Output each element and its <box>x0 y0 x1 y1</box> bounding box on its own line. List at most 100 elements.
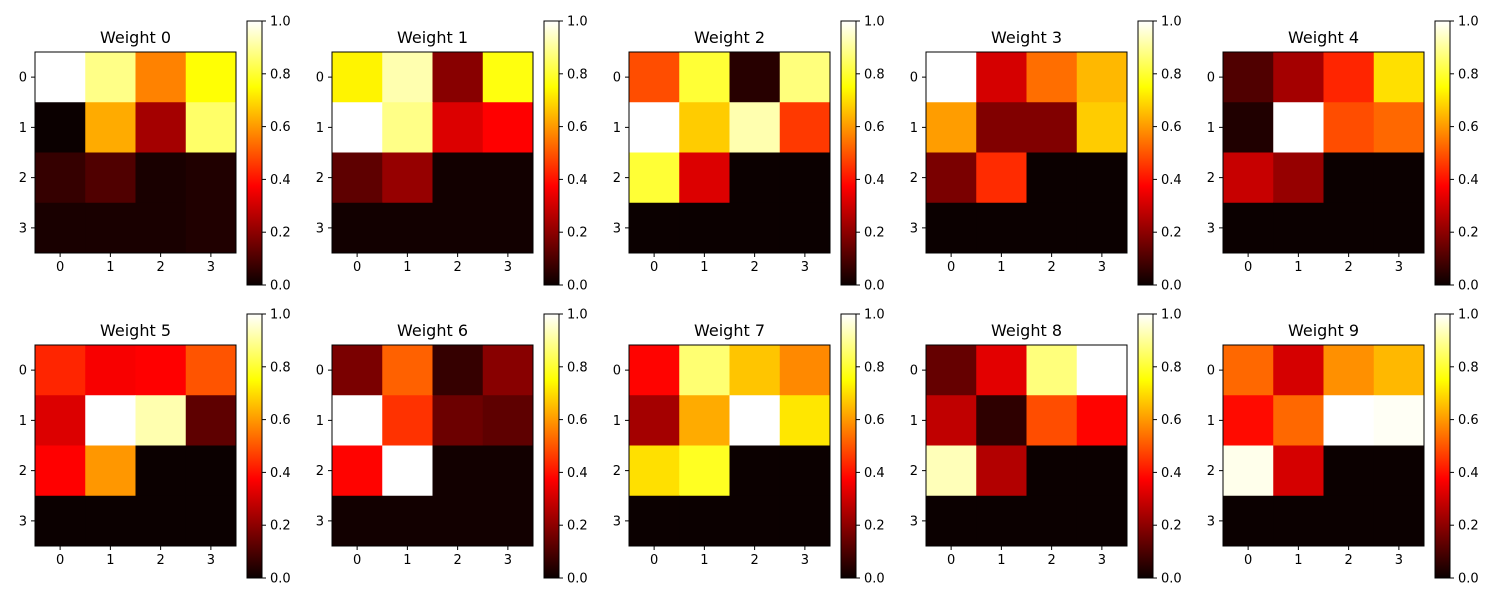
heatmap-panel-7: Weight 7 0 1 2 3 0 1 2 3 0.0 0.2 0.4 0.6 0.8 1.0 <box>613 308 885 587</box>
heatmap-cell <box>432 152 484 204</box>
colorbar-tick-label: 0.2 <box>567 226 588 241</box>
heatmap-cell <box>779 152 831 204</box>
heatmap-frame <box>925 344 1128 547</box>
colorbar <box>840 20 857 286</box>
heatmap-cell <box>1026 395 1078 446</box>
colorbar-tick-label: 0.8 <box>1161 360 1182 375</box>
y-tick-label: 2 <box>1207 171 1215 186</box>
y-tick-label: 2 <box>316 171 324 186</box>
colorbar <box>1434 313 1451 579</box>
heatmap-cell <box>679 395 730 446</box>
colorbar-tick-label: 0.8 <box>270 67 291 82</box>
heatmap-cell <box>1026 345 1078 396</box>
colorbar-tick-label: 0.4 <box>567 466 588 481</box>
heatmap-cell <box>1373 395 1425 446</box>
y-tick-label: 0 <box>316 364 324 379</box>
heatmap-cell <box>382 202 433 254</box>
y-tick-label: 0 <box>613 71 621 86</box>
x-tick-label: 1 <box>403 260 411 275</box>
heatmap-cell <box>779 345 831 396</box>
heatmap-cell <box>332 445 383 497</box>
heatmap-cell <box>976 495 1027 547</box>
y-tick-label: 1 <box>316 414 324 429</box>
heatmap-cell <box>729 102 781 153</box>
colorbar-tick-label: 0.8 <box>1458 360 1479 375</box>
y-tick-label: 2 <box>19 171 27 186</box>
heatmap-cell <box>779 102 831 153</box>
heatmap-cell <box>1273 202 1324 254</box>
heatmap-cell <box>35 395 86 446</box>
colorbar-tick-label: 0.2 <box>270 226 291 241</box>
heatmap-cell <box>1323 152 1375 204</box>
heatmap-cell <box>35 152 86 204</box>
x-tick-label: 0 <box>947 553 955 568</box>
colorbar-tick-label: 1.0 <box>567 308 588 323</box>
x-tick-label: 0 <box>56 260 64 275</box>
colorbar <box>543 313 560 579</box>
heatmap-cell <box>382 445 433 497</box>
y-tick-label: 1 <box>1207 414 1215 429</box>
heatmap-cell <box>35 202 86 254</box>
heatmap-cell <box>729 152 781 204</box>
heatmap-cell <box>332 52 383 103</box>
heatmap-cell <box>382 495 433 547</box>
y-tick-label: 1 <box>19 121 27 136</box>
heatmap-cell <box>85 52 136 103</box>
x-tick-label: 0 <box>1244 553 1252 568</box>
colorbar-tick-label: 0.6 <box>864 120 885 135</box>
heatmap-frame <box>34 51 237 254</box>
heatmap-cell <box>1076 52 1128 103</box>
colorbar-tick-label: 0.4 <box>1458 466 1479 481</box>
colorbar-tick-label: 0.6 <box>1161 120 1182 135</box>
colorbar-tick-label: 0.2 <box>1458 519 1479 534</box>
y-tick-label: 3 <box>316 514 324 529</box>
heatmap-cell <box>382 152 433 204</box>
colorbar-tick-label: 0.6 <box>270 413 291 428</box>
heatmap-cell <box>432 395 484 446</box>
heatmap-frame <box>331 344 534 547</box>
heatmap-cell <box>1026 445 1078 497</box>
heatmap-cell <box>729 345 781 396</box>
heatmap-cell <box>432 102 484 153</box>
heatmap-cell <box>382 102 433 153</box>
colorbar-tick-label: 0.4 <box>270 466 291 481</box>
x-tick-label: 3 <box>207 260 215 275</box>
colorbar <box>1137 313 1154 579</box>
heatmap-cell <box>1223 152 1274 204</box>
heatmap-cell <box>1323 395 1375 446</box>
y-tick-label: 1 <box>316 121 324 136</box>
heatmap-cell <box>976 52 1027 103</box>
y-tick-label: 1 <box>910 414 918 429</box>
heatmap-cell <box>85 445 136 497</box>
colorbar-tick-label: 0.6 <box>1161 413 1182 428</box>
heatmap-frame <box>1222 344 1425 547</box>
heatmap-cell <box>135 202 187 254</box>
x-tick-label: 2 <box>750 260 758 275</box>
heatmap-cell <box>729 395 781 446</box>
colorbar-tick-label: 0.2 <box>1458 226 1479 241</box>
colorbar-tick-label: 0.0 <box>567 279 588 294</box>
colorbar <box>543 20 560 286</box>
heatmap-cell <box>382 345 433 396</box>
y-tick-label: 3 <box>19 514 27 529</box>
colorbar-tick-label: 1.0 <box>864 15 885 30</box>
colorbar-tick-label: 0.4 <box>1458 173 1479 188</box>
y-tick-label: 2 <box>910 171 918 186</box>
colorbar-tick-label: 0.2 <box>270 519 291 534</box>
heatmap-cell <box>1273 102 1324 153</box>
x-tick-label: 2 <box>156 260 164 275</box>
heatmap-cell <box>135 152 187 204</box>
heatmap-cell <box>779 52 831 103</box>
x-tick-label: 2 <box>750 553 758 568</box>
x-tick-label: 1 <box>997 260 1005 275</box>
colorbar-tick-label: 0.0 <box>567 572 588 587</box>
colorbar-tick-label: 0.4 <box>270 173 291 188</box>
heatmap-cell <box>332 495 383 547</box>
x-tick-label: 2 <box>453 553 461 568</box>
colorbar-tick-label: 1.0 <box>864 308 885 323</box>
colorbar-tick-label: 1.0 <box>567 15 588 30</box>
y-tick-label: 2 <box>1207 464 1215 479</box>
heatmap-cell <box>1076 495 1128 547</box>
heatmap-cell <box>629 202 680 254</box>
